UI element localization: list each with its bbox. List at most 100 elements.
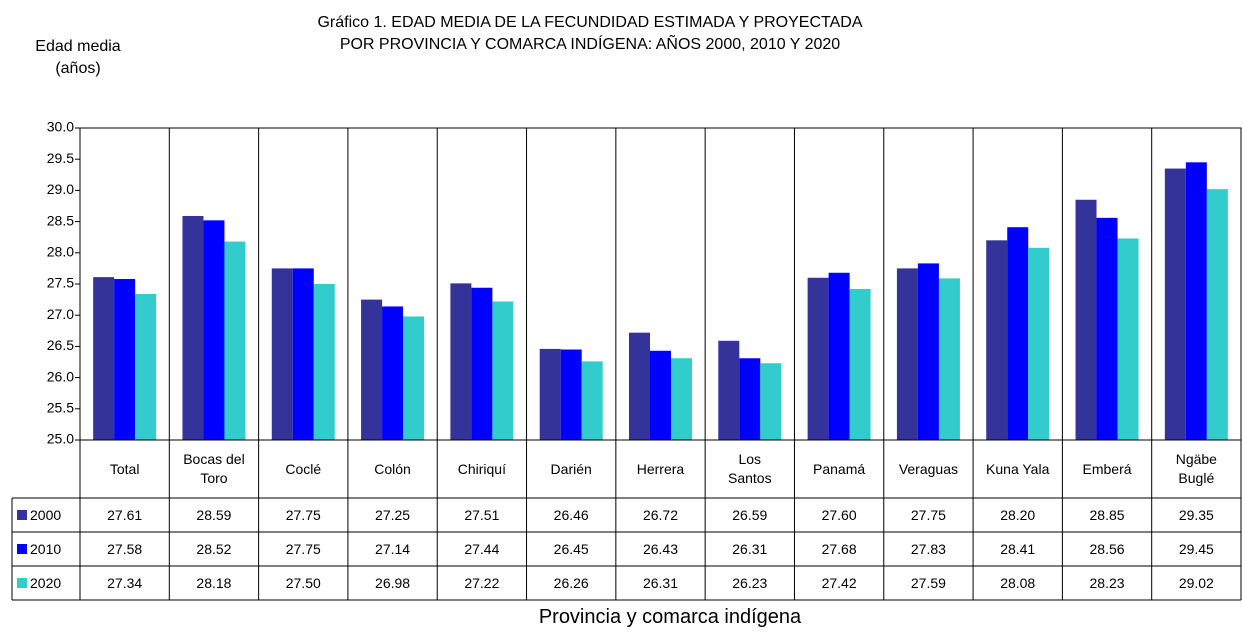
bar: [1164, 168, 1186, 440]
legend-label: 2000: [30, 506, 62, 523]
bar: [1075, 199, 1097, 440]
x-axis-label: Provincia y comarca indígena: [538, 606, 802, 628]
table-value: 26.26: [553, 574, 589, 591]
table-value: 26.98: [375, 574, 411, 591]
table-value: 26.23: [732, 574, 768, 591]
x-tick-label: Coclé: [285, 460, 322, 477]
bar: [760, 363, 782, 440]
bar: [986, 240, 1008, 440]
bar: [560, 349, 582, 440]
bar: [650, 350, 671, 440]
table-value: 28.08: [1000, 574, 1036, 591]
bar: [271, 268, 293, 440]
table-value: 27.61: [107, 506, 143, 523]
table-value: 27.25: [375, 506, 411, 523]
table-value: 27.60: [821, 506, 857, 523]
y-tick-label: 27.5: [47, 275, 74, 291]
table-value: 28.85: [1089, 506, 1125, 523]
chart-title: Gráfico 1. EDAD MEDIA DE LA FECUNDIDAD E…: [317, 14, 863, 53]
table-value: 26.31: [732, 540, 768, 557]
table-value: 26.72: [642, 506, 679, 523]
bar: [492, 301, 514, 440]
legend-label: 2010: [30, 540, 62, 557]
table-value: 27.68: [821, 540, 857, 557]
table-value: 27.14: [375, 540, 411, 557]
table-value: 26.45: [553, 540, 589, 557]
bar: [938, 278, 960, 440]
bar: [114, 279, 136, 440]
table-value: 28.59: [196, 506, 232, 523]
table-value: 26.46: [553, 506, 589, 523]
table-value: 27.34: [107, 574, 143, 591]
bar: [135, 293, 157, 440]
y-tick-label: 27.0: [47, 306, 74, 322]
x-tick-label: Chiriquí: [457, 460, 506, 477]
bar: [828, 272, 850, 440]
x-tick-label: Bocas del Toro: [183, 451, 245, 486]
x-tick-label: Emberá: [1082, 460, 1132, 477]
table-value: 27.51: [464, 506, 500, 523]
bar: [629, 332, 650, 440]
table-value: 29.45: [1178, 540, 1214, 557]
x-tick-label: Los Santos: [727, 451, 772, 486]
bar: [1117, 238, 1139, 440]
table-value: 27.58: [107, 540, 143, 557]
table-value: 27.50: [285, 574, 321, 591]
x-tick-label: Herrera: [636, 460, 685, 477]
y-axis-label: Edad media (años): [35, 38, 121, 78]
table-value: 28.56: [1089, 540, 1125, 557]
table-value: 28.23: [1089, 574, 1125, 591]
bar: [917, 263, 939, 440]
bar: [93, 277, 115, 440]
bar: [361, 299, 383, 440]
table-value: 27.75: [910, 506, 946, 523]
table-value: 29.35: [1178, 506, 1214, 523]
table-value: 28.41: [1000, 540, 1036, 557]
bar: [807, 277, 829, 440]
x-tick-label: Total: [109, 460, 140, 477]
bar: [1007, 227, 1029, 440]
bar: [581, 361, 603, 440]
bar: [671, 358, 692, 440]
x-tick-label: Kuna Yala: [986, 460, 1050, 477]
table-value: 27.44: [464, 540, 500, 557]
bar: [403, 316, 425, 440]
table-value: 26.59: [732, 506, 768, 523]
table-value: 28.20: [1000, 506, 1036, 523]
bar: [539, 348, 561, 440]
x-tick-label: Panamá: [813, 460, 866, 477]
legend-swatch: [17, 510, 27, 520]
legend-swatch: [17, 578, 27, 588]
bar: [718, 340, 740, 440]
y-tick-label: 25.0: [47, 431, 74, 447]
table-value: 27.59: [910, 574, 946, 591]
legend-label: 2020: [30, 574, 62, 591]
bar: [224, 241, 246, 440]
y-tick-label: 29.5: [47, 150, 74, 166]
bar: [1206, 189, 1228, 440]
y-tick-label: 26.0: [47, 368, 74, 384]
bar: [471, 287, 493, 440]
table-value: 26.31: [642, 574, 679, 591]
bar: [896, 268, 918, 440]
table-value: 28.18: [196, 574, 232, 591]
table-value: 27.83: [910, 540, 946, 557]
y-tick-label: 28.5: [47, 212, 74, 228]
x-tick-label: Colón: [374, 460, 411, 477]
y-tick-label: 26.5: [47, 337, 74, 353]
y-tick-label: 30.0: [47, 119, 74, 135]
table-value: 27.75: [285, 506, 321, 523]
table-value: 26.43: [642, 540, 679, 557]
bar: [1185, 162, 1207, 440]
x-tick-label: Veraguas: [898, 460, 958, 477]
x-tick-label: Darién: [550, 460, 592, 477]
table-value: 27.75: [285, 540, 321, 557]
bar: [1028, 247, 1050, 440]
y-tick-label: 29.0: [47, 181, 74, 197]
table-value: 27.42: [821, 574, 857, 591]
table-value: 27.22: [464, 574, 500, 591]
bar: [203, 220, 225, 440]
bar: [382, 306, 404, 440]
